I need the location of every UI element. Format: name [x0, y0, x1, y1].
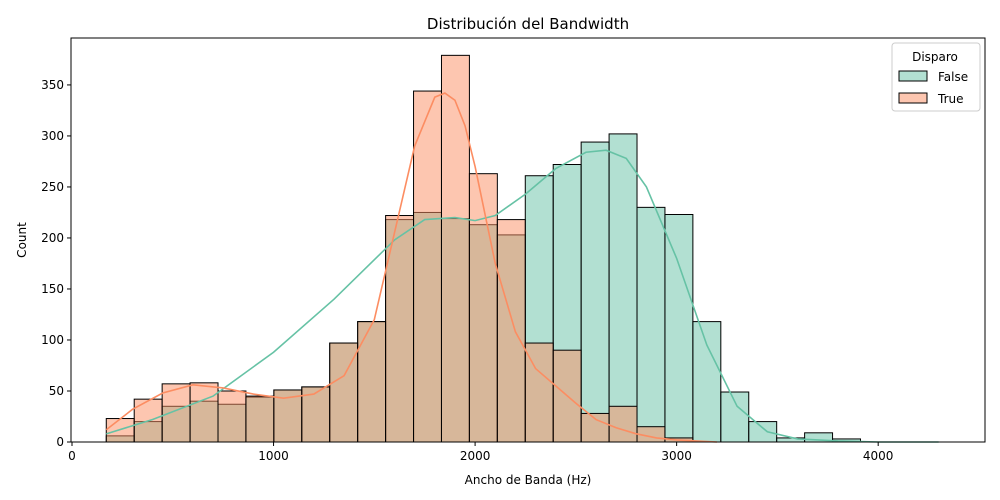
y-tick-label: 150 [41, 282, 64, 296]
chart-title: Distribución del Bandwidth [427, 15, 629, 33]
bar-true-17 [580, 412, 610, 443]
bar-false-19 [636, 206, 666, 443]
legend: Disparo False True [891, 42, 981, 112]
bar-true-3 [189, 382, 219, 443]
bar-true-9 [357, 321, 387, 443]
legend-title: Disparo [912, 50, 958, 64]
plot-area [105, 54, 939, 443]
y-axis: 0 50 100 150 200 250 300 350 [41, 78, 71, 449]
y-tick-label: 0 [56, 435, 64, 449]
x-tick-label: 2000 [460, 449, 491, 463]
bar-false-23 [748, 421, 778, 443]
legend-swatch-true [898, 92, 928, 104]
y-tick-label: 350 [41, 78, 64, 92]
bar-true-11 [413, 90, 442, 443]
plot-frame [70, 37, 986, 443]
bar-false-22 [720, 391, 750, 443]
y-tick-label: 250 [41, 180, 64, 194]
legend-swatch-false [898, 70, 928, 82]
legend-label-true: True [937, 92, 964, 106]
bar-false-20 [664, 213, 694, 443]
kde-line-false [106, 149, 939, 443]
legend-label-false: False [938, 70, 968, 84]
x-tick-label: 0 [68, 449, 76, 463]
x-axis: 0 1000 2000 3000 4000 [68, 442, 893, 463]
y-axis-label: Count [15, 222, 29, 258]
x-axis-label: Ancho de Banda (Hz) [465, 473, 592, 487]
bar-true-5 [245, 395, 275, 443]
series-true-bars [105, 54, 694, 443]
x-tick-label: 4000 [863, 449, 894, 463]
bar-true-7 [301, 386, 331, 443]
bar-true-12 [440, 54, 470, 443]
bar-true-13 [468, 173, 498, 443]
bar-true-4 [217, 390, 247, 443]
bar-false-18 [608, 133, 638, 443]
bar-false-17 [580, 141, 610, 443]
x-tick-label: 3000 [661, 449, 692, 463]
x-tick-label: 1000 [258, 449, 289, 463]
bar-true-14 [496, 219, 526, 443]
y-tick-label: 300 [41, 129, 64, 143]
y-tick-label: 100 [41, 333, 64, 347]
bar-true-18 [608, 405, 638, 443]
kde-line-true [105, 92, 717, 443]
y-tick-label: 200 [41, 231, 64, 245]
bar-false-21 [692, 321, 722, 443]
y-tick-label: 50 [49, 384, 64, 398]
